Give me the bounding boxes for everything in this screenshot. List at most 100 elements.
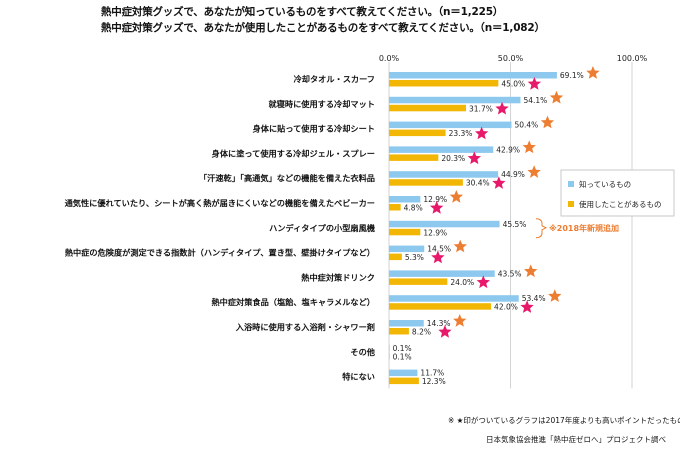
data-label-used: 8.2% <box>412 328 431 337</box>
star-used-icon <box>495 101 509 115</box>
annotation-bracket <box>535 218 548 239</box>
star-known-icon <box>549 90 564 104</box>
legend <box>560 169 675 217</box>
bar-known <box>389 96 521 104</box>
category-label: 冷却タオル・スカーフ <box>294 74 375 84</box>
bar-known <box>389 121 512 129</box>
bar-used <box>389 204 401 211</box>
category-label: 就寝時に使用する冷却マット <box>269 99 375 109</box>
data-label-known: 12.9% <box>423 195 447 204</box>
category-label: 熱中症対策食品（塩飴、塩キャラメルなど） <box>211 297 375 307</box>
star-used-icon <box>492 176 506 189</box>
data-label-known: 45.5% <box>503 220 527 229</box>
category-label: 「汗速乾」「高通気」などの機能を備えた衣料品 <box>199 173 375 183</box>
data-label-used: 0.1% <box>393 352 412 361</box>
bar-used <box>389 129 446 137</box>
star-known-icon <box>453 239 467 253</box>
data-label-known: 54.1% <box>523 96 547 105</box>
category-label: 通気性に優れていたり、シートが高く熱が届きにくいなどの機能を備えたベビーカー <box>65 198 375 208</box>
star-used-icon <box>467 151 481 165</box>
x-tick-label: 0.0% <box>379 54 400 63</box>
data-label-known: 43.5% <box>498 269 522 278</box>
star-used-icon <box>438 325 452 338</box>
star-known-icon <box>524 264 538 278</box>
star-known-icon <box>527 165 541 178</box>
annotation-label: ※2018年新規追加 <box>549 223 619 233</box>
bar-used <box>389 303 492 310</box>
star-used-icon <box>520 300 534 313</box>
data-label-used: 5.3% <box>405 253 424 262</box>
bar-known <box>389 245 425 253</box>
data-label-used: 30.4% <box>466 179 490 188</box>
bar-used <box>389 80 499 87</box>
star-used-icon <box>475 126 489 140</box>
chart-title-known: 熱中症対策グッズで、あなたが知っているものをすべて教えてください。（n＝1,22… <box>101 6 504 18</box>
star-used-icon <box>430 201 444 214</box>
bar-known <box>389 196 421 203</box>
data-label-known: 14.3% <box>427 319 451 328</box>
bar-used <box>389 228 421 236</box>
legend-swatch-used <box>568 201 574 207</box>
bar-used <box>389 377 419 385</box>
data-label-used: 12.3% <box>422 377 446 386</box>
bar-used <box>389 253 402 261</box>
category-label: 熱中症対策ドリンク <box>301 272 375 282</box>
data-label-known: 53.4% <box>522 294 546 303</box>
star-used-icon <box>527 77 541 90</box>
data-label-known: 42.9% <box>496 145 520 154</box>
legend-label-used: 使用したことがあるもの <box>579 199 662 209</box>
data-label-used: 20.3% <box>441 154 465 163</box>
chart-title-used: 熱中症対策グッズで、あなたが使用したことがあるものをすべて教えてください。（n＝… <box>101 22 545 34</box>
star-footnote: ※ ★印がついているグラフは2017年度よりも高いポイントだったもの <box>448 416 680 425</box>
data-label-known: 50.4% <box>514 121 538 130</box>
bar-known <box>389 344 390 352</box>
x-tick-label: 50.0% <box>498 54 524 63</box>
bar-known <box>389 295 519 302</box>
data-label-used: 45.0% <box>501 80 525 89</box>
star-known-icon <box>449 190 463 203</box>
star-known-icon <box>540 115 555 129</box>
category-label: その他 <box>350 347 375 357</box>
data-label-used: 4.8% <box>404 204 423 213</box>
data-label-known: 14.5% <box>427 245 451 254</box>
legend-swatch-known <box>568 181 574 187</box>
bar-used <box>389 352 390 360</box>
star-used-icon <box>476 275 490 289</box>
bar-known <box>389 369 418 377</box>
category-label: ハンディタイプの小型扇風機 <box>269 223 376 233</box>
bar-used <box>389 154 439 161</box>
bar-known <box>389 220 500 228</box>
star-known-icon <box>453 314 467 327</box>
star-known-icon <box>522 140 536 154</box>
bar-used <box>389 278 448 285</box>
bar-known <box>389 171 499 178</box>
bar-known <box>389 146 494 153</box>
bar-known <box>389 270 495 277</box>
category-label: 熱中症の危険度が測定できる指数計（ハンディタイプ、置き型、壁掛けタイプなど） <box>65 248 375 258</box>
category-label: 身体に貼って使用する冷却シート <box>253 124 375 134</box>
bar-known <box>389 320 424 327</box>
data-label-used: 23.3% <box>449 129 473 138</box>
data-label-known: 11.7% <box>420 369 444 378</box>
bar-known <box>389 72 557 79</box>
legend-label-known: 知っているもの <box>579 179 631 189</box>
source-credit: 日本気象協会推進「熱中症ゼロへ」プロジェクト調べ <box>486 435 666 444</box>
data-label-used: 12.9% <box>423 228 447 237</box>
x-tick-label: 100.0% <box>617 54 648 63</box>
data-label-used: 31.7% <box>469 104 493 113</box>
data-label-used: 42.0% <box>494 303 518 312</box>
data-label-known: 0.1% <box>393 344 412 353</box>
data-label-used: 24.0% <box>450 278 474 287</box>
star-known-icon <box>586 66 600 79</box>
star-known-icon <box>548 289 562 302</box>
data-label-known: 69.1% <box>560 71 584 80</box>
category-label: 身体に塗って使用する冷却ジェル・スプレー <box>212 148 375 158</box>
star-used-icon <box>431 250 445 264</box>
category-label: 入浴時に使用する入浴剤・シャワー剤 <box>235 322 375 332</box>
category-label: 特にない <box>342 372 375 382</box>
bar-used <box>389 104 467 112</box>
bar-used <box>389 179 463 186</box>
bar-used <box>389 328 409 335</box>
